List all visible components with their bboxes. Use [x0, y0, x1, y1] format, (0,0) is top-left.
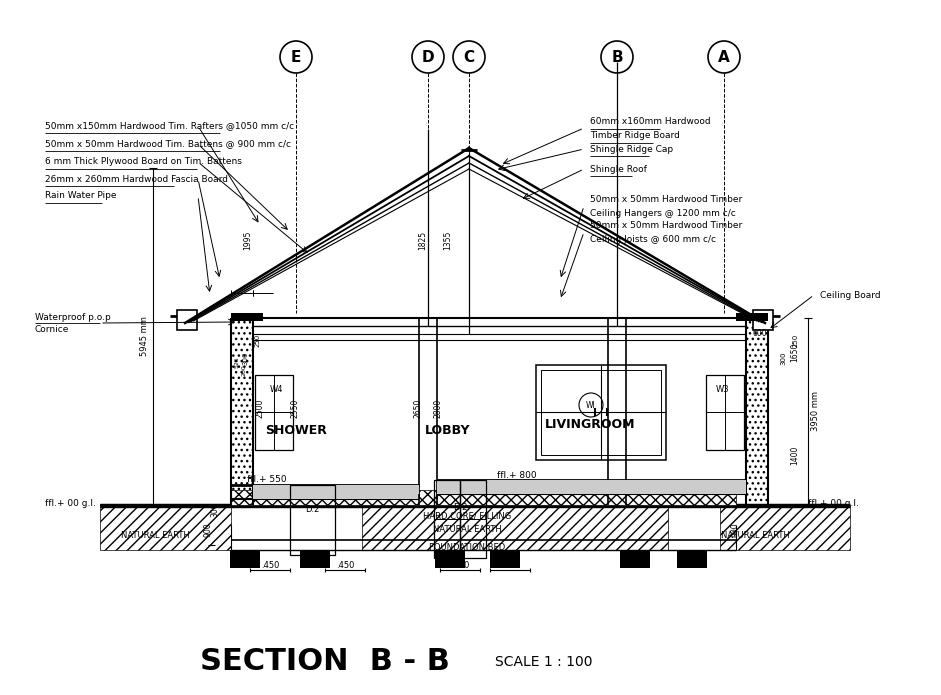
Bar — [290, 485, 335, 555]
Text: 600: 600 — [753, 329, 767, 338]
Text: E: E — [291, 49, 301, 65]
Text: Shingle Roof: Shingle Roof — [590, 165, 646, 174]
Text: 300: 300 — [242, 351, 248, 365]
Bar — [253, 485, 419, 499]
Text: 50mm x150mm Hardwood Tim. Rafters @1050 mm c/c: 50mm x150mm Hardwood Tim. Rafters @1050 … — [45, 122, 295, 131]
Text: D: D — [422, 49, 435, 65]
Bar — [230, 550, 260, 568]
Text: HARD CORE/ FILLING: HARD CORE/ FILLING — [423, 512, 511, 521]
Text: 1995: 1995 — [244, 230, 252, 250]
Text: W3: W3 — [716, 386, 730, 395]
Text: LOBBY: LOBBY — [425, 423, 470, 436]
Bar — [753, 310, 773, 330]
Bar — [677, 550, 707, 568]
Text: Ceiling Board: Ceiling Board — [820, 291, 881, 300]
Text: 1825: 1825 — [419, 231, 427, 250]
Text: 26mm x 260mm Hardwood Fascia Board: 26mm x 260mm Hardwood Fascia Board — [45, 174, 228, 183]
Bar — [435, 550, 465, 568]
Bar — [706, 375, 744, 450]
Text: 1650: 1650 — [790, 343, 800, 361]
Text: ffl.+ 00 g.l.: ffl.+ 00 g.l. — [808, 498, 859, 507]
Text: 250: 250 — [255, 334, 261, 347]
Text: Rain Water Pipe: Rain Water Pipe — [45, 192, 117, 200]
Text: 300: 300 — [211, 502, 219, 517]
Text: SCALE 1 : 100: SCALE 1 : 100 — [495, 655, 593, 669]
Bar — [746, 318, 768, 505]
Text: ffl.+ 800: ffl.+ 800 — [497, 471, 536, 480]
Text: 900: 900 — [730, 523, 740, 537]
Text: 6 mm Thick Plywood Board on Tim. Battens: 6 mm Thick Plywood Board on Tim. Battens — [45, 158, 242, 167]
Text: .450: .450 — [261, 560, 279, 569]
Bar — [231, 490, 736, 505]
Text: ffl.+ 550: ffl.+ 550 — [247, 475, 287, 484]
Text: .450: .450 — [451, 560, 470, 569]
Bar — [362, 505, 668, 550]
Bar — [720, 505, 850, 550]
Text: 5945 mm: 5945 mm — [140, 316, 150, 356]
Text: 50mm x 50mm Hardwood Tim. Battens @ 900 mm c/c: 50mm x 50mm Hardwood Tim. Battens @ 900 … — [45, 140, 291, 149]
Text: 250: 250 — [793, 334, 799, 347]
Text: SHOWER: SHOWER — [265, 423, 327, 436]
Text: 3950 mm: 3950 mm — [811, 391, 821, 431]
Text: .450: .450 — [501, 560, 519, 569]
Bar — [434, 480, 460, 558]
Bar — [255, 375, 293, 450]
Text: Ceiling Hangers @ 1200 mm c/c: Ceiling Hangers @ 1200 mm c/c — [590, 208, 736, 218]
Text: WI: WI — [586, 402, 596, 411]
Text: 2500: 2500 — [256, 398, 264, 418]
Text: 50mm x 50mm Hardwood Timber: 50mm x 50mm Hardwood Timber — [590, 195, 742, 204]
Text: .450: .450 — [336, 560, 354, 569]
Text: Ceiling Joists @ 600 mm c/c: Ceiling Joists @ 600 mm c/c — [590, 234, 716, 243]
Text: 2800: 2800 — [434, 398, 442, 418]
Text: 2550: 2550 — [291, 398, 299, 418]
Bar — [536, 365, 666, 460]
Text: 900: 900 — [203, 523, 213, 537]
Text: Shingle Ridge Cap: Shingle Ridge Cap — [590, 145, 673, 154]
Text: 200: 200 — [242, 364, 247, 376]
Text: D.2: D.2 — [305, 505, 319, 514]
Text: NATURAL EARTH: NATURAL EARTH — [721, 530, 789, 539]
Text: FOUNDATION BED: FOUNDATION BED — [429, 543, 505, 553]
Text: NATURAL EARTH: NATURAL EARTH — [433, 525, 502, 534]
Text: 1355: 1355 — [443, 230, 453, 250]
Text: C: C — [463, 49, 474, 65]
Text: 525: 525 — [234, 356, 240, 368]
Text: W4: W4 — [269, 386, 282, 395]
Bar — [300, 550, 330, 568]
Bar — [620, 550, 650, 568]
Bar — [231, 318, 253, 505]
Bar — [460, 480, 486, 558]
Text: D.2: D.2 — [453, 502, 467, 512]
Text: 2650: 2650 — [413, 398, 423, 418]
Text: Cornice: Cornice — [35, 325, 70, 334]
Text: 60mm x160mm Hardwood: 60mm x160mm Hardwood — [590, 117, 710, 126]
Bar — [100, 505, 231, 550]
Bar — [437, 480, 746, 494]
Bar — [490, 550, 520, 568]
Text: 1400: 1400 — [790, 445, 800, 465]
Bar — [736, 313, 768, 321]
Bar — [177, 310, 197, 330]
Bar — [231, 313, 263, 321]
Text: NATURAL EARTH: NATURAL EARTH — [120, 530, 189, 539]
Text: Timber Ridge Board: Timber Ridge Board — [590, 131, 680, 140]
Text: ffl.+ 00 g.l.: ffl.+ 00 g.l. — [45, 498, 96, 507]
Bar — [541, 370, 661, 455]
Text: SECTION  B - B: SECTION B - B — [200, 648, 450, 676]
Text: 50mm x 50mm Hardwood Timber: 50mm x 50mm Hardwood Timber — [590, 222, 742, 231]
Text: LIVINGROOM: LIVINGROOM — [545, 418, 635, 432]
Text: B: B — [612, 49, 623, 65]
Text: A: A — [718, 49, 730, 65]
Text: 300: 300 — [780, 351, 786, 365]
Text: Waterproof p.o.p: Waterproof p.o.p — [35, 313, 111, 322]
